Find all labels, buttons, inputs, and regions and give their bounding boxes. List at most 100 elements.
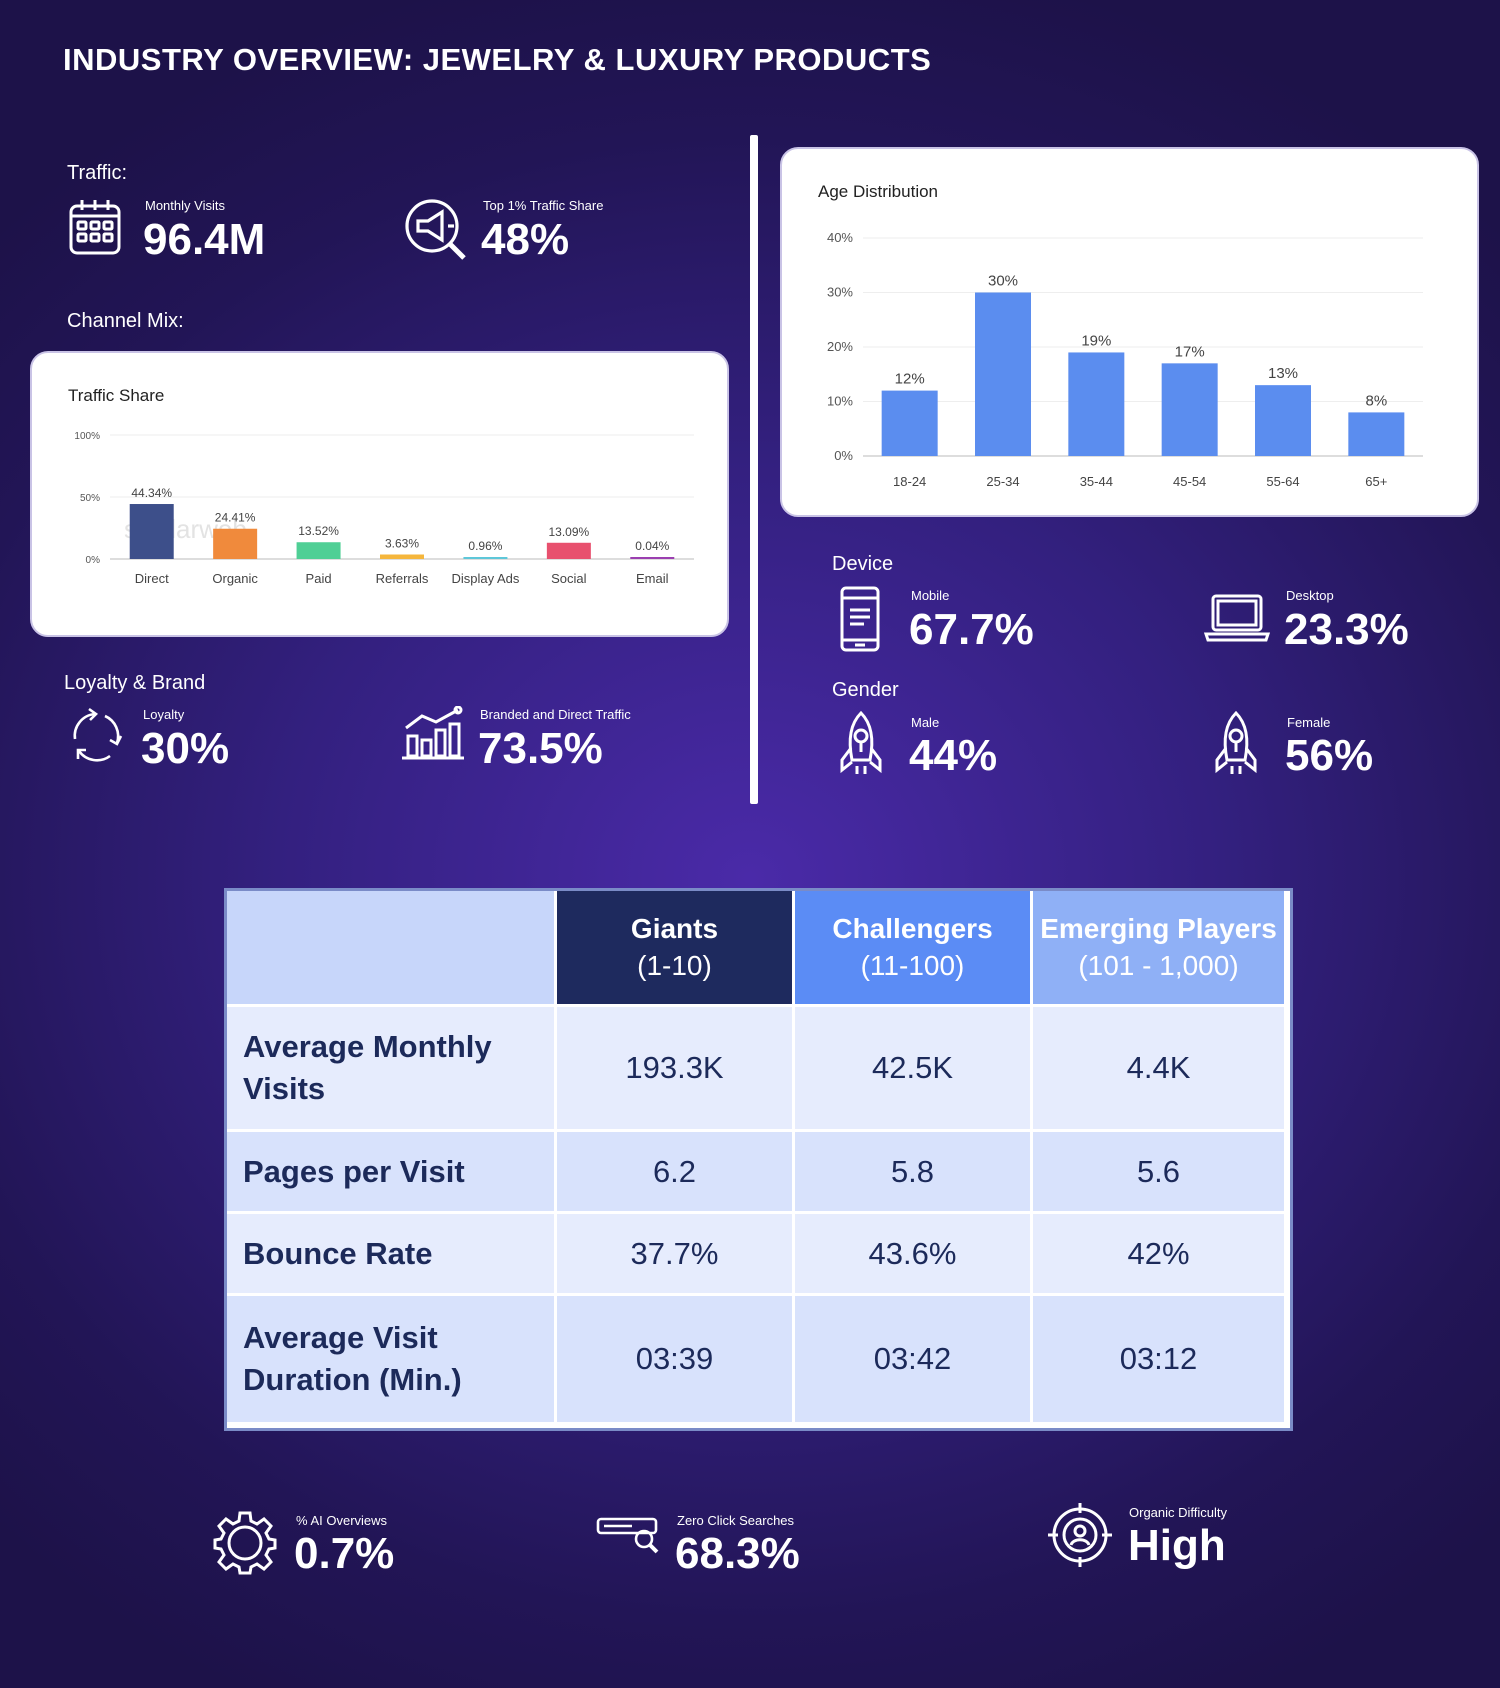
x-tick-label: 35-44: [1080, 474, 1113, 489]
x-tick-label: 45-54: [1173, 474, 1206, 489]
data-label: 0.96%: [468, 539, 502, 553]
age-distribution-title: Age Distribution: [818, 182, 939, 201]
x-tick-label: Direct: [135, 571, 169, 586]
table-cell: 03:39: [557, 1296, 795, 1422]
x-tick-label: 25-34: [986, 474, 1019, 489]
x-tick-label: 65+: [1365, 474, 1387, 489]
column-header-name: Challengers: [832, 913, 993, 945]
traffic-section-label: Traffic:: [67, 162, 128, 184]
table-cell: 5.6: [1033, 1132, 1284, 1214]
recycle-arrows-icon: [65, 705, 127, 767]
search-bar-icon: [596, 1515, 660, 1555]
data-label: 0.04%: [635, 539, 669, 553]
growth-chart-icon: [400, 706, 466, 762]
data-label: 17%: [1175, 343, 1205, 360]
data-label: 13%: [1268, 365, 1298, 382]
table-row-header: Average Monthly Visits: [227, 1007, 557, 1132]
bar: [881, 390, 938, 456]
desktop-value: 23.3%: [1284, 605, 1409, 654]
x-tick-label: Paid: [306, 571, 332, 586]
column-header-name: Giants: [630, 913, 719, 945]
data-label: 8%: [1365, 392, 1387, 409]
table-cell: 193.3K: [557, 1007, 795, 1132]
zero-click-value: 68.3%: [675, 1529, 800, 1578]
bar: [1255, 385, 1311, 456]
age-distribution-chart: 0% 10% 20% 30% 40% 12% 18-24 30% 25-34 19% 35-44 17…: [827, 230, 1423, 489]
column-header-giants: Giants (1-10): [557, 891, 795, 1007]
data-label: 13.09%: [549, 525, 590, 539]
bar: [1161, 363, 1218, 456]
bar: [630, 557, 675, 559]
target-person-icon: [1048, 1502, 1112, 1568]
female-label: Female: [1287, 715, 1331, 730]
loyalty-label: Loyalty: [143, 707, 185, 722]
female-value: 56%: [1285, 731, 1374, 780]
y-tick-label: 20%: [827, 339, 853, 354]
device-section-label: Device: [832, 553, 894, 575]
bar: [463, 557, 508, 559]
mobile-value: 67.7%: [909, 605, 1034, 654]
monthly-visits-label: Monthly Visits: [145, 198, 225, 213]
x-tick-label: Social: [551, 571, 587, 586]
rocket-female-icon: [1213, 710, 1259, 778]
table-cell: 42.5K: [795, 1007, 1033, 1132]
table-cell: 43.6%: [795, 1214, 1033, 1296]
x-tick-label: 55-64: [1266, 474, 1299, 489]
table-row-header: Average Visit Duration (Min.): [227, 1296, 557, 1422]
desktop-label: Desktop: [1286, 588, 1334, 603]
gender-section-label: Gender: [832, 679, 899, 701]
x-tick-label: 18-24: [893, 474, 926, 489]
organic-difficulty-label: Organic Difficulty: [1129, 1505, 1228, 1520]
y-tick-label: 100%: [74, 431, 100, 442]
loyalty-section-label: Loyalty & Brand: [64, 672, 206, 694]
channel-mix-label: Channel Mix:: [67, 310, 184, 332]
traffic-share-title: Traffic Share: [68, 386, 165, 405]
data-label: 19%: [1081, 332, 1111, 349]
bar: [213, 528, 258, 559]
gear-icon: [212, 1510, 278, 1576]
column-header-emerging: Emerging Players (101 - 1,000): [1033, 891, 1284, 1007]
data-label: 44.34%: [131, 486, 172, 500]
column-header-name: Emerging Players: [1040, 913, 1277, 945]
y-tick-label: 30%: [827, 285, 853, 300]
monthly-visits-value: 96.4M: [143, 215, 266, 264]
bar: [546, 542, 591, 559]
bar: [129, 504, 174, 559]
x-tick-label: Display Ads: [451, 571, 519, 586]
laptop-icon: [1204, 592, 1270, 644]
branded-direct-label: Branded and Direct Traffic: [480, 707, 631, 722]
bar: [1068, 352, 1125, 456]
bar: [975, 292, 1031, 456]
data-label: 30%: [988, 273, 1018, 290]
table-cell: 42%: [1033, 1214, 1284, 1296]
data-label: 13.52%: [298, 524, 339, 538]
mobile-label: Mobile: [911, 588, 950, 603]
column-header-range: (1-10): [637, 949, 712, 981]
data-label: 3.63%: [385, 536, 419, 550]
table-cell: 03:42: [795, 1296, 1033, 1422]
data-label: 12%: [895, 371, 925, 388]
segment-comparison-table: Giants (1-10) Challengers (11-100) Emerg…: [224, 888, 1293, 1431]
table-cell: 4.4K: [1033, 1007, 1284, 1132]
megaphone-search-icon: [402, 196, 470, 264]
table-row-header: Pages per Visit: [227, 1132, 557, 1214]
column-header-range: (101 - 1,000): [1078, 949, 1239, 981]
column-header-range: (11-100): [860, 949, 965, 981]
column-header-challengers: Challengers (11-100): [795, 891, 1033, 1007]
organic-difficulty-value: High: [1128, 1521, 1226, 1570]
table-corner-cell: [227, 891, 557, 1007]
table-cell: 03:12: [1033, 1296, 1284, 1422]
mobile-phone-icon: [838, 585, 882, 653]
rocket-male-icon: [838, 710, 884, 778]
table-row-header: Bounce Rate: [227, 1214, 557, 1296]
y-tick-label: 40%: [827, 230, 853, 245]
top1-traffic-value: 48%: [481, 215, 570, 264]
male-value: 44%: [909, 731, 998, 780]
data-label: 24.41%: [215, 511, 256, 525]
bar: [380, 554, 424, 559]
page-title: INDUSTRY OVERVIEW: JEWELRY & LUXURY PROD…: [63, 42, 932, 77]
y-tick-label: 0%: [834, 448, 853, 463]
ai-overviews-value: 0.7%: [294, 1529, 395, 1578]
traffic-share-card: Traffic Share 0% 50% 100% similarweb 44.34% D…: [30, 351, 729, 637]
traffic-share-chart: 0%50%100%similarweb44.34%Direct24.41%Org…: [74, 431, 694, 586]
